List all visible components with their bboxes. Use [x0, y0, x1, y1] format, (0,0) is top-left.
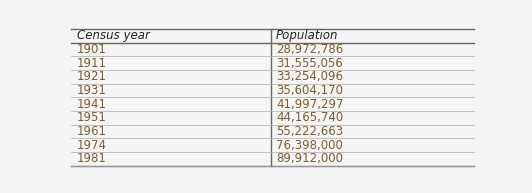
Text: 1921: 1921 [77, 70, 107, 83]
Text: 28,972,786: 28,972,786 [276, 43, 343, 56]
Text: 89,912,000: 89,912,000 [276, 152, 343, 165]
Text: 1901: 1901 [77, 43, 107, 56]
Text: 41,997,297: 41,997,297 [276, 98, 344, 111]
Text: 76,398,000: 76,398,000 [276, 139, 343, 152]
Text: 1931: 1931 [77, 84, 107, 97]
Text: 1941: 1941 [77, 98, 107, 111]
Text: 31,555,056: 31,555,056 [276, 57, 343, 70]
Text: 1974: 1974 [77, 139, 107, 152]
Text: Population: Population [276, 30, 338, 42]
Text: Census year: Census year [77, 30, 149, 42]
Text: 1961: 1961 [77, 125, 107, 138]
Text: 1911: 1911 [77, 57, 107, 70]
Text: 1951: 1951 [77, 112, 107, 124]
Text: 44,165,740: 44,165,740 [276, 112, 343, 124]
Text: 55,222,663: 55,222,663 [276, 125, 343, 138]
Text: 33,254,096: 33,254,096 [276, 70, 343, 83]
Text: 1981: 1981 [77, 152, 107, 165]
Text: 35,604,170: 35,604,170 [276, 84, 343, 97]
